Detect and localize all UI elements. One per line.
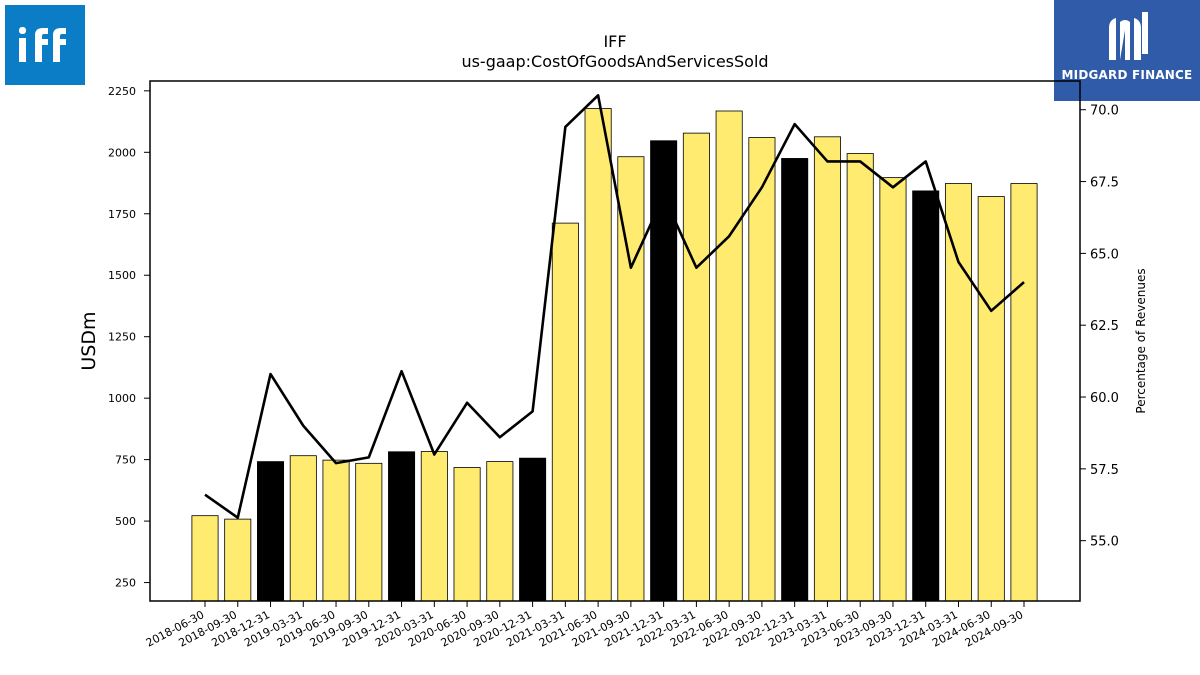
bar-2023-06-30 <box>846 153 874 602</box>
y-tick-label-250: 250 <box>115 577 136 590</box>
pct-revenue-line <box>204 94 1025 519</box>
plot-frame <box>149 80 1081 602</box>
bar-2018-09-30 <box>224 518 252 602</box>
y-tick-label-750: 750 <box>115 454 136 467</box>
y-tick-label-1250: 1250 <box>108 331 136 344</box>
bar-2021-09-30 <box>617 156 645 602</box>
bar-2020-03-31 <box>420 451 448 602</box>
bar-2020-06-30 <box>453 467 481 602</box>
bar-2021-03-31 <box>551 222 579 602</box>
chart-title: IFF <box>603 32 627 51</box>
bar-2022-03-31 <box>682 132 710 602</box>
bar-2021-12-31 <box>650 140 678 602</box>
bar-2024-06-30 <box>977 196 1005 602</box>
bar-2021-06-30 <box>584 108 612 602</box>
bar-2018-12-31 <box>257 461 285 602</box>
bar-2023-03-31 <box>813 136 841 602</box>
y2-axis-label: Percentage of Revenues <box>1134 268 1148 413</box>
y2-tick-label-57.5: 57.5 <box>1090 463 1119 478</box>
bar-2020-09-30 <box>486 461 514 602</box>
midgard-finance-label: MIDGARD FINANCE <box>1061 68 1193 82</box>
y2-tick-label-60: 60.0 <box>1090 391 1119 406</box>
bar-2024-09-30 <box>1010 183 1038 602</box>
bar-2020-12-31 <box>519 457 547 602</box>
y2-tick-label-67.5: 67.5 <box>1090 176 1119 191</box>
y-tick-label-2250: 2250 <box>108 85 136 98</box>
y-tick-label-1000: 1000 <box>108 392 136 405</box>
y2-tick-label-65: 65.0 <box>1090 247 1119 262</box>
y2-tick-label-70: 70.0 <box>1090 104 1119 119</box>
bar-2019-12-31 <box>388 451 416 602</box>
y-tick-label-1750: 1750 <box>108 208 136 221</box>
bar-2019-09-30 <box>355 462 383 602</box>
y2-tick-label-55: 55.0 <box>1090 535 1119 550</box>
iff-logo <box>5 5 85 85</box>
bar-2018-06-30 <box>191 515 219 602</box>
midgard-finance-logo: MIDGARD FINANCE <box>1054 0 1200 101</box>
bar-2022-12-31 <box>781 158 809 602</box>
bar-2019-03-31 <box>289 455 317 602</box>
y-tick-label-500: 500 <box>115 515 136 528</box>
bar-2022-06-30 <box>715 110 743 602</box>
chart-subtitle: us-gaap:CostOfGoodsAndServicesSold <box>461 52 769 71</box>
y-axis-label: USDm <box>78 311 100 370</box>
bar-2024-03-31 <box>944 183 972 602</box>
bar-2023-09-30 <box>879 177 907 602</box>
bar-2023-12-31 <box>912 190 940 602</box>
bar-2019-06-30 <box>322 459 350 602</box>
y2-tick-label-62.5: 62.5 <box>1090 319 1119 334</box>
y-tick-label-2000: 2000 <box>108 146 136 159</box>
midgard-finance-logo-icon <box>1109 12 1148 60</box>
iff-logo-icon <box>19 27 66 62</box>
bar-2022-09-30 <box>748 137 776 602</box>
y-tick-label-1500: 1500 <box>108 269 136 282</box>
